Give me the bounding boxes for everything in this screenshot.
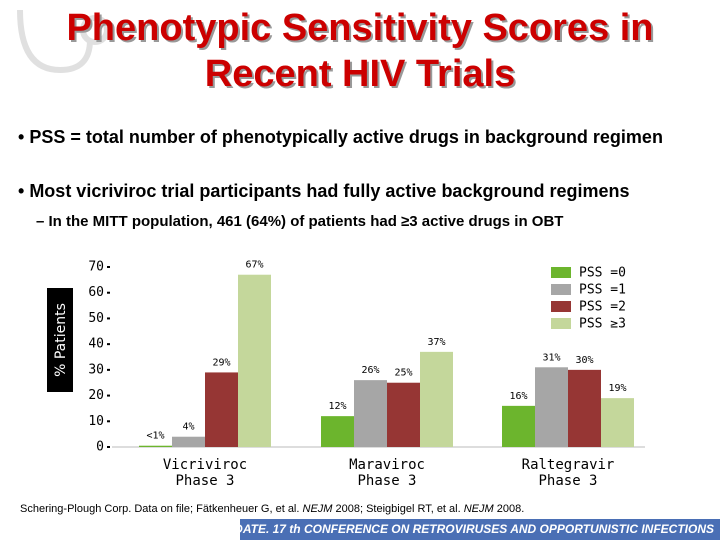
y-label-box: % Patients [47,288,73,392]
y-label-bg [47,288,73,392]
sub-bullet-text: In the MITT population, 461 (64%) of pat… [48,213,564,230]
x-tick-label: Vicriviroc [163,457,247,473]
title-shadow: Recent HIV Trials [207,55,517,97]
legend-swatch [551,284,571,295]
bar [601,398,634,447]
y-tick-label: 20 [88,388,104,403]
bar [535,367,568,447]
bar [205,372,238,447]
x-tick-label: Phase 3 [175,473,234,489]
banner-text: UPDATE. 17 th CONFERENCE ON RETROVIRUSES… [218,522,715,536]
x-tick-label: Phase 3 [538,473,597,489]
banner-gap [0,519,240,540]
y-tick-label: 50 [88,311,104,326]
value-label: 4% [182,422,194,433]
value-label: 30% [575,355,593,366]
footnote-part: Schering-Plough Corp. Data on file; Fätk… [20,503,303,515]
y-tick-label: 70 [88,260,104,275]
legend-label: PSS =1 [579,283,626,298]
bar [354,380,387,447]
value-label: 37% [427,337,445,348]
legend-label: PSS =2 [579,300,626,315]
bar [387,382,420,447]
legend-swatch [551,301,571,312]
legend-label: PSS =0 [579,266,626,281]
x-tick-label: Maraviroc [349,457,425,473]
y-tick-label: 10 [88,414,104,429]
bullet: • PSS = total number of phenotypically a… [18,127,663,147]
title-shadow: Phenotypic Sensitivity Scores in [68,9,655,51]
bar [172,436,205,447]
bar [238,274,271,447]
value-label: <1% [146,431,164,442]
bar [568,369,601,447]
value-label: 19% [608,383,626,394]
legend-swatch [551,267,571,278]
value-label: 12% [328,401,346,412]
footnote-part: 2008. [494,503,525,515]
bullet-text: Most vicriviroc trial participants had f… [29,181,630,201]
title-line: Recent HIV Trials [205,53,515,95]
value-label: 67% [245,260,263,271]
y-axis-label: % Patients [53,303,69,377]
bullet-text: PSS = total number of phenotypically act… [29,127,663,147]
x-tick-label: Phase 3 [357,473,416,489]
legend-swatch [551,318,571,329]
footnote-part: 2008; Steigbigel RT, et al. [332,503,463,515]
value-label: 31% [542,352,560,363]
bar [321,416,354,447]
bar [420,351,453,447]
y-tick-label: 30 [88,362,104,377]
y-tick-label: 60 [88,285,104,300]
footnote-part: NEJM [464,503,495,515]
y-tick-label: 40 [88,337,104,352]
sub-bullet: – In the MITT population, 461 (64%) of p… [36,213,564,230]
value-label: 25% [394,368,412,379]
bar [139,445,172,447]
x-tick-label: Raltegravir [522,457,615,473]
bar [502,405,535,447]
footnote: Schering-Plough Corp. Data on file; Fätk… [20,503,524,515]
stethoscope-decoration [17,9,110,74]
value-label: 26% [361,365,379,376]
y-tick-label: 0 [96,440,104,455]
footnote-part: NEJM [303,503,334,515]
legend-label: PSS ≥3 [579,317,626,332]
value-label: 16% [509,391,527,402]
bullet: • Most vicriviroc trial participants had… [18,181,630,201]
title-line: Phenotypic Sensitivity Scores in [66,7,653,49]
value-label: 29% [212,357,230,368]
